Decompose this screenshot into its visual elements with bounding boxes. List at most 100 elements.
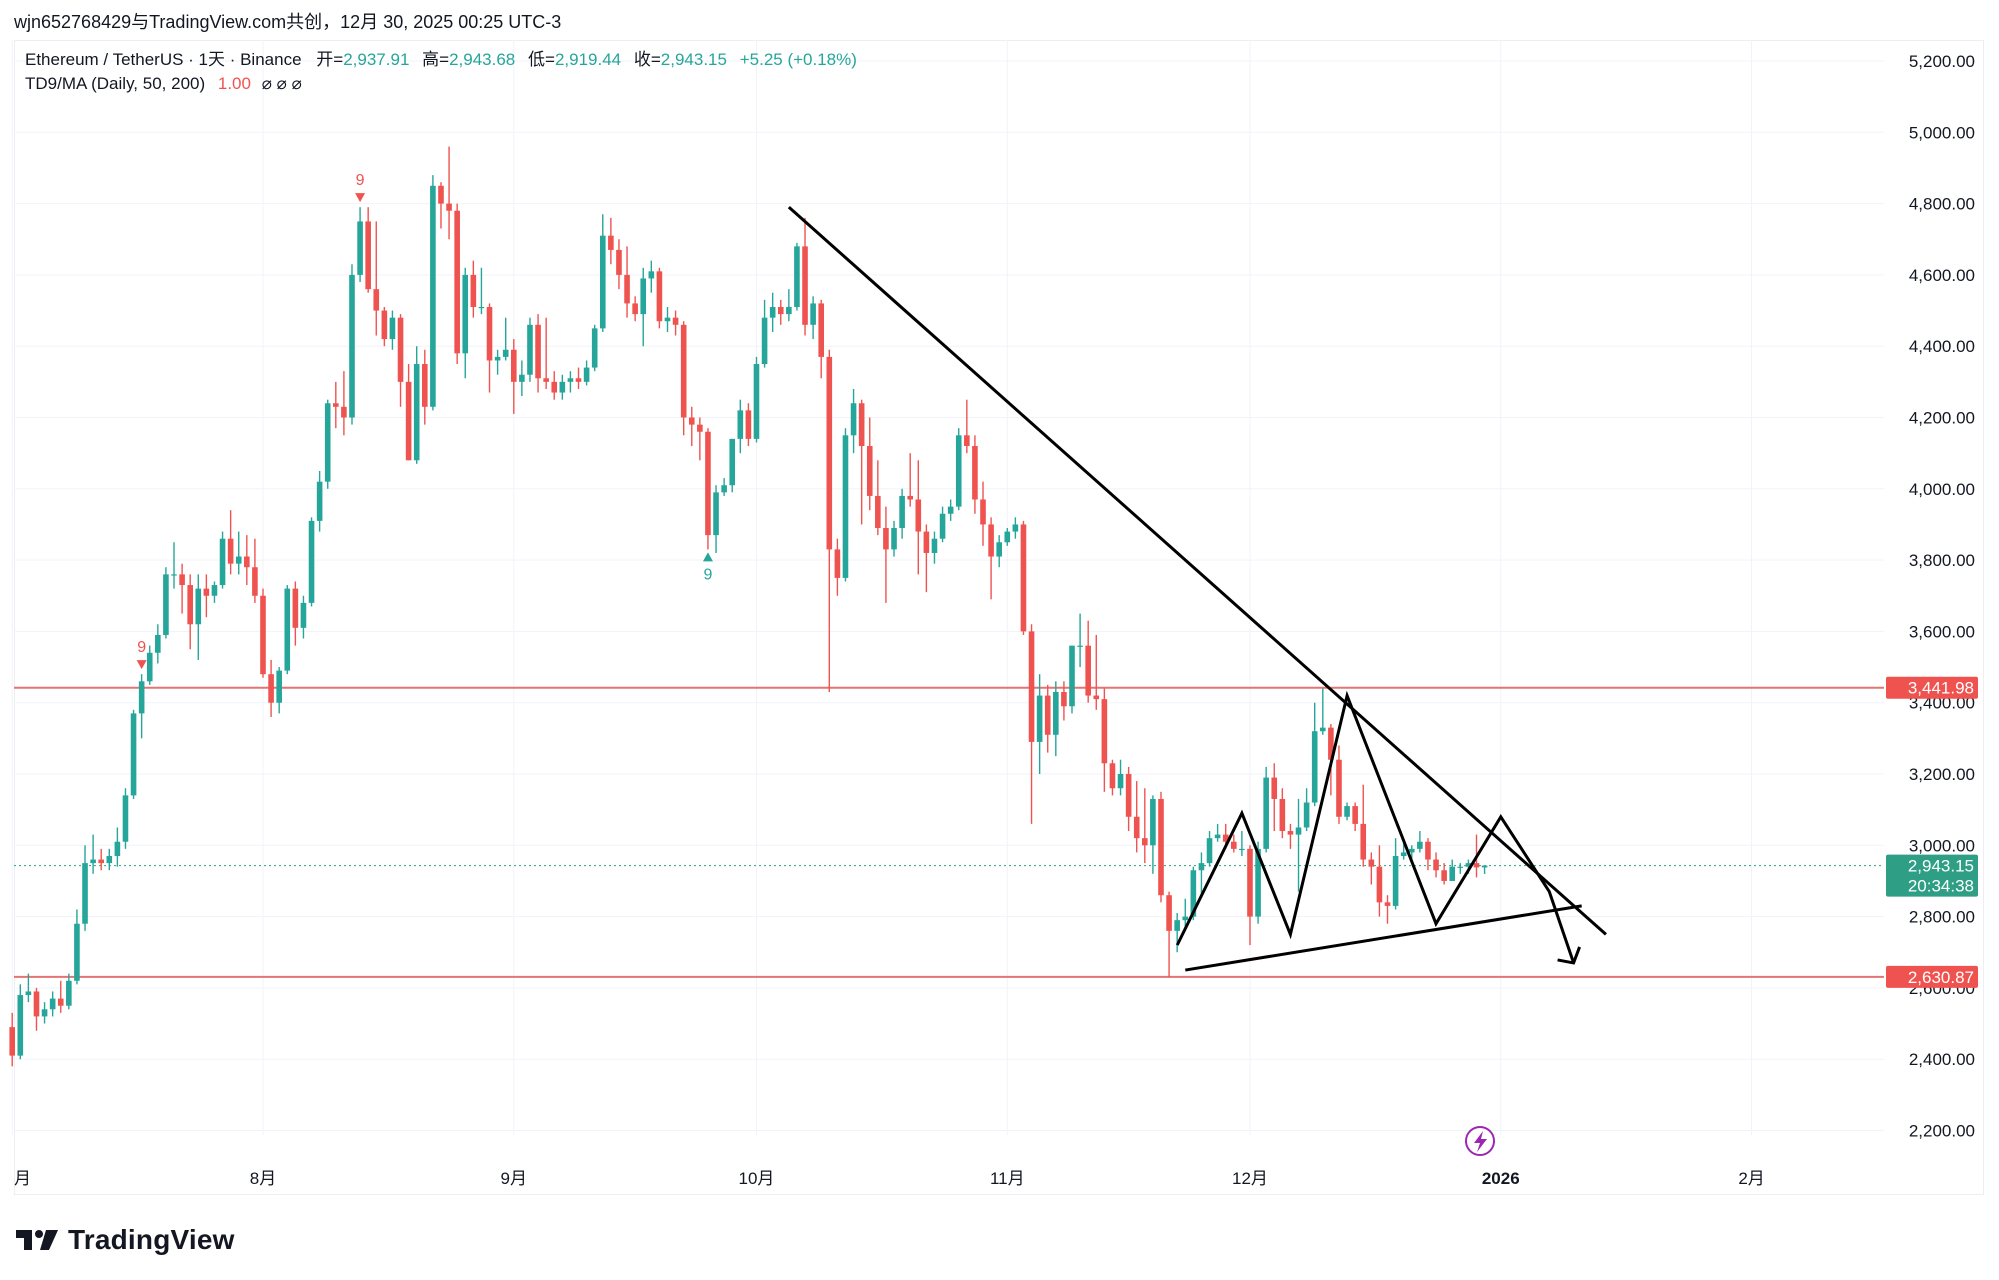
candle <box>1344 802 1350 821</box>
horizontal-levels <box>14 686 1884 978</box>
candle-body <box>1408 848 1415 853</box>
candle-body <box>114 841 121 856</box>
candle-body <box>397 317 404 382</box>
trendline[interactable] <box>787 206 1607 936</box>
candle-body <box>1473 863 1480 868</box>
candle <box>1392 838 1399 910</box>
price-tick-label: 3,200.00 <box>1909 765 1975 784</box>
candle-body <box>1384 902 1391 906</box>
candle-body <box>163 574 169 635</box>
support-price-badge: 2,630.87 <box>1886 965 1978 988</box>
price-tick-label: 4,400.00 <box>1909 337 1975 356</box>
candle <box>1206 831 1213 867</box>
candle <box>1109 759 1116 796</box>
candle-body <box>1352 806 1358 824</box>
candle-body <box>1279 798 1286 832</box>
candle-body <box>478 306 485 309</box>
candle <box>535 314 541 393</box>
candle <box>519 360 525 397</box>
candle <box>1247 845 1253 946</box>
candle-body <box>947 506 954 514</box>
candle <box>575 367 582 389</box>
support-price-badge-bg <box>1886 965 1978 988</box>
td9-sell-arrow <box>136 660 147 670</box>
candle-body <box>1360 823 1367 860</box>
candle-body <box>1214 834 1221 839</box>
candle <box>1263 766 1269 853</box>
candle-body <box>195 588 202 625</box>
candle <box>389 310 396 350</box>
candle-body <box>244 556 250 568</box>
candle-body <box>324 403 331 482</box>
candle <box>66 973 72 1010</box>
candle-body <box>567 378 574 382</box>
candle <box>1433 852 1439 878</box>
candle-body <box>939 513 946 539</box>
candle <box>842 428 849 582</box>
candle <box>122 788 129 849</box>
price-tick-label: 5,200.00 <box>1909 52 1975 71</box>
candle <box>608 217 614 265</box>
td9-buy-label: 9 <box>703 566 712 583</box>
candle-body <box>1077 645 1083 647</box>
candle <box>187 574 193 650</box>
candle <box>510 339 517 414</box>
candle-body <box>1319 727 1326 732</box>
candle-body <box>964 435 970 447</box>
candle-body <box>1400 852 1407 856</box>
candle-body <box>227 538 234 564</box>
candle <box>244 535 250 586</box>
candle <box>1408 845 1415 860</box>
candle-body <box>737 410 744 439</box>
candle-body <box>41 1009 48 1017</box>
symbol-title[interactable]: Ethereum / TetherUS · 1天 · Binance <box>25 50 302 69</box>
indicator-title[interactable]: TD9/MA (Daily, 50, 200) <box>25 74 206 93</box>
candle-body <box>721 485 727 493</box>
candle-body <box>923 531 930 553</box>
candle-body <box>1295 827 1302 835</box>
candle-body <box>680 324 687 418</box>
candle-body <box>608 235 614 250</box>
candle <box>1166 891 1172 978</box>
candle <box>616 239 622 290</box>
candle <box>939 506 946 543</box>
candle-body <box>996 542 1002 557</box>
lightning-event-icon[interactable] <box>1465 1126 1495 1156</box>
candle-body <box>761 317 768 365</box>
time-tick-label: 8月 <box>250 1169 276 1188</box>
candle <box>260 588 266 678</box>
tradingview-logo[interactable]: TradingView <box>16 1224 235 1256</box>
candle-body <box>300 602 307 628</box>
candle-body <box>25 991 32 996</box>
candle-body <box>454 210 460 354</box>
candle <box>486 303 493 393</box>
candle <box>1368 852 1375 885</box>
candle-body <box>1433 859 1439 871</box>
price-axis[interactable]: 5,200.00 5,000.00 4,800.00 4,600.00 4,400.00… <box>1909 52 1975 1141</box>
candle <box>955 428 962 511</box>
candle-body <box>1158 798 1164 896</box>
candle <box>1150 795 1156 874</box>
candle <box>1425 838 1431 871</box>
trend-drawings[interactable] <box>787 206 1607 972</box>
candle <box>899 488 905 539</box>
candle <box>90 834 96 874</box>
candle <box>106 848 113 871</box>
zigzag-pattern[interactable] <box>1175 690 1576 964</box>
candle <box>786 289 792 322</box>
candle-body <box>915 499 922 532</box>
candle-body <box>632 303 638 315</box>
candle <box>163 567 169 639</box>
resistance-price-badge: 3,441.98 <box>1886 676 1978 699</box>
candle <box>195 574 202 660</box>
candle <box>745 403 752 447</box>
candle <box>1352 802 1358 832</box>
time-axis[interactable]: 月 8月 9月 10月 11月 12月 2026 2月 <box>14 1169 1765 1188</box>
candle <box>33 987 40 1031</box>
trendline[interactable] <box>1185 904 1582 972</box>
ohlc-row: Ethereum / TetherUS · 1天 · Binance 开=2,9… <box>25 48 857 72</box>
candle-body <box>688 417 695 425</box>
